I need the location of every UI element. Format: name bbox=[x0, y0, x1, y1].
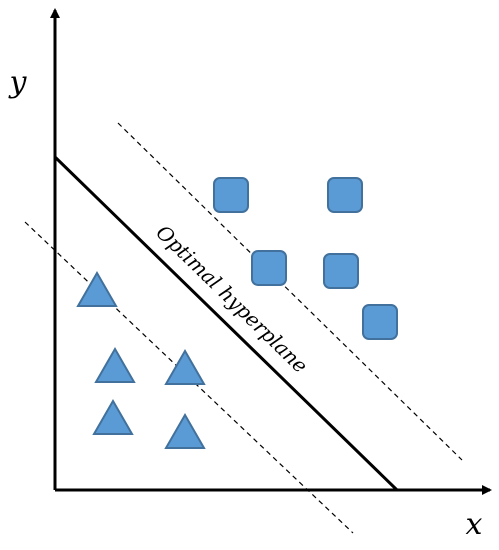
hyperplane-label: Optimal hyperplane bbox=[151, 220, 312, 378]
triangle bbox=[164, 348, 206, 385]
square bbox=[327, 177, 363, 213]
triangle bbox=[164, 412, 206, 449]
y-label: y bbox=[8, 65, 28, 100]
squares bbox=[213, 177, 398, 340]
margin-upper bbox=[117, 122, 463, 461]
triangle bbox=[76, 270, 118, 307]
square bbox=[362, 304, 398, 340]
square bbox=[323, 253, 359, 289]
triangles bbox=[76, 270, 206, 449]
square bbox=[251, 250, 287, 286]
x-label: x bbox=[466, 507, 483, 542]
triangle bbox=[94, 346, 136, 383]
triangle bbox=[92, 398, 134, 435]
square bbox=[213, 177, 249, 213]
hyperplane bbox=[53, 155, 399, 492]
